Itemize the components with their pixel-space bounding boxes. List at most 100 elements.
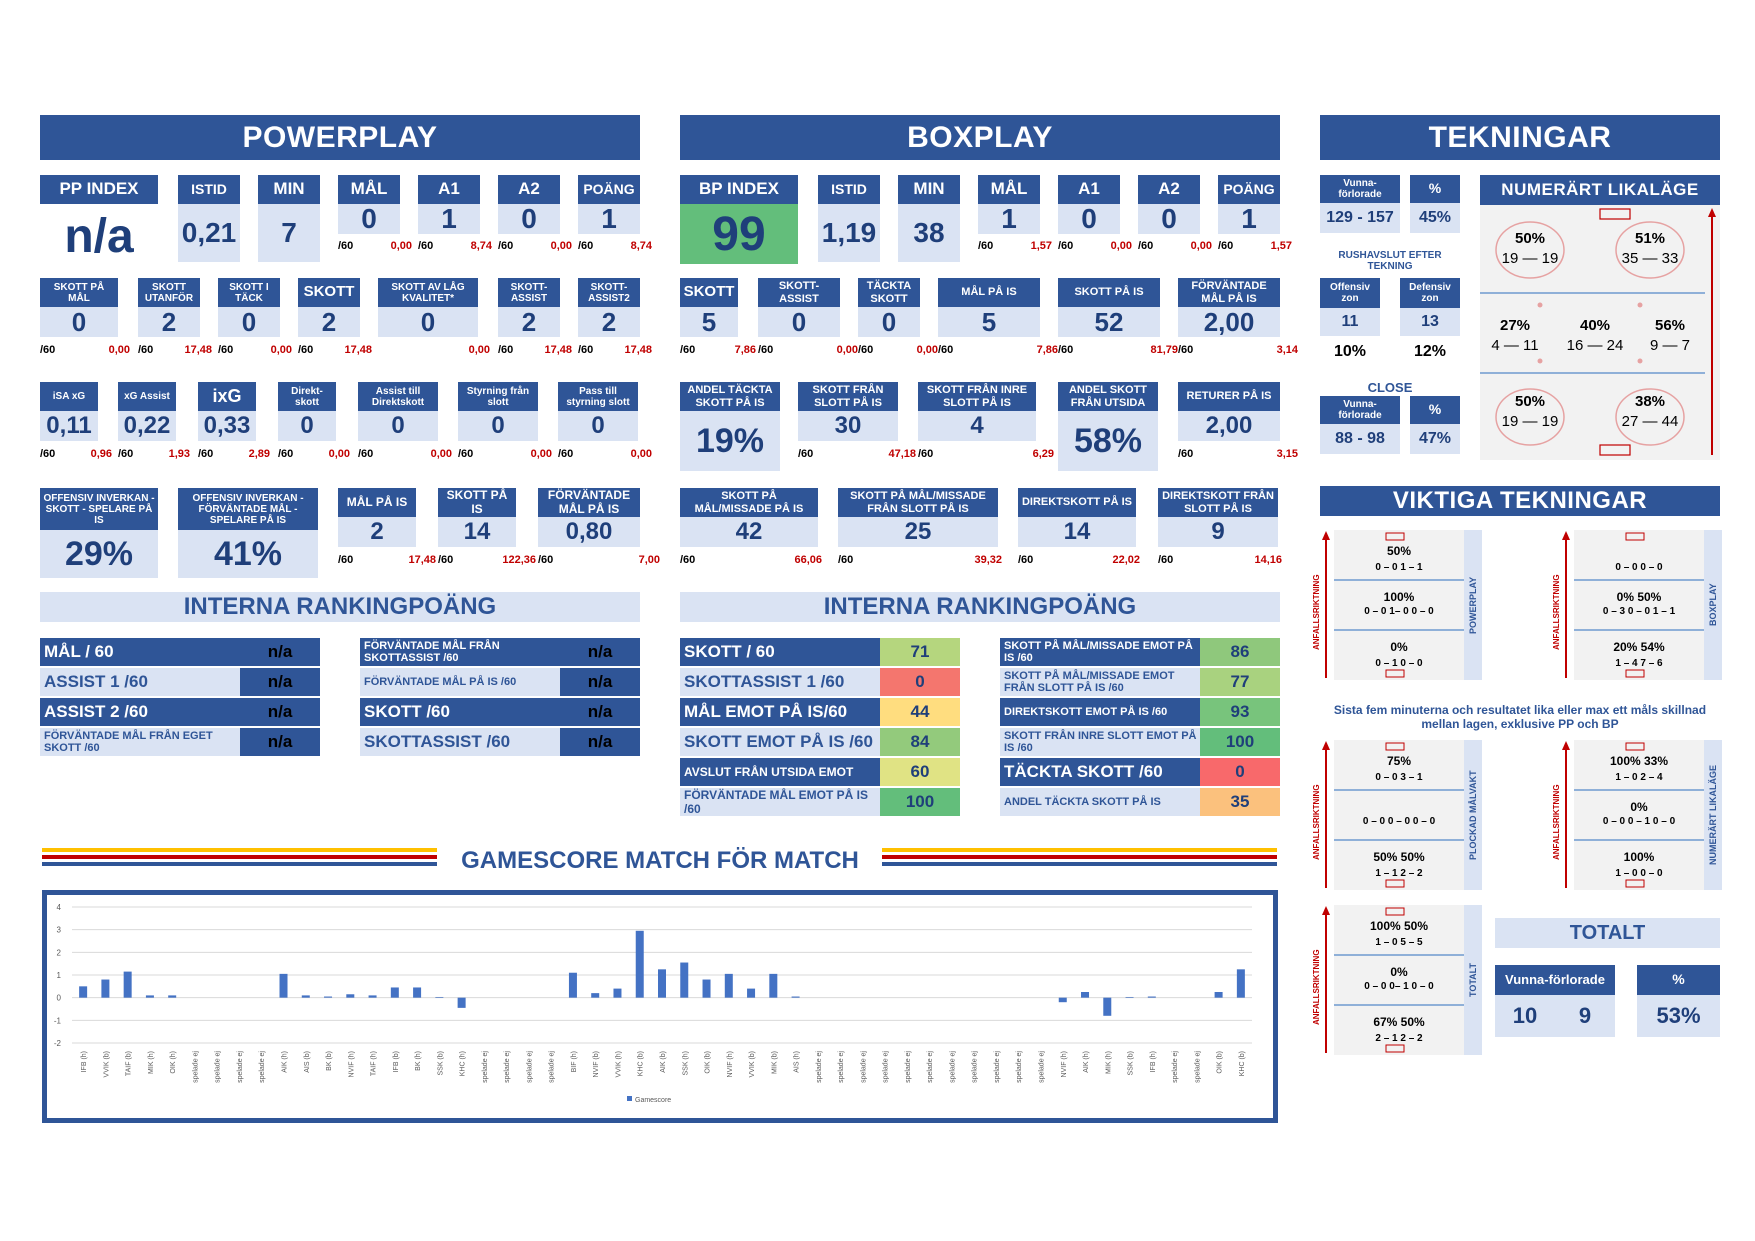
x-tick-label: NVIF (h) — [348, 1051, 355, 1077]
pp-row2-1-per: /60 — [138, 344, 154, 356]
important-rink-0-line-0: 50% — [1386, 544, 1412, 558]
bp-rank-left-value-4: 60 — [880, 758, 960, 786]
stripes-right — [882, 848, 1277, 870]
pp-row2-5-rate-row: /60 17,48 — [498, 342, 572, 358]
pp-top-label-4: A2 — [498, 175, 560, 204]
bp-row2-1-rate-row: /60 0,00 — [758, 342, 858, 358]
pp-row2-1-rate: 17,48 — [184, 344, 212, 356]
bp-top-value-2: 1 — [978, 203, 1040, 234]
pp-row3-6-rate-row: /60 0,00 — [558, 446, 652, 462]
bp-row2-0-rate: 7,86 — [734, 344, 756, 356]
x-tick-label: NVIF (h) — [1061, 1051, 1068, 1077]
bp-rank-right-value-0: 86 — [1200, 638, 1280, 666]
gamescore-bar — [79, 986, 88, 998]
gamescore-bar — [390, 987, 399, 998]
bp-row2-label-0: SKOTT — [680, 278, 738, 307]
important-rink-2-line-4: 50% 50% — [1373, 850, 1425, 864]
important-rink-1-line-5: 1 – 4 7 – 6 — [1615, 658, 1663, 669]
arrow-up-icon — [1562, 741, 1570, 888]
faceoff-wl-label: Vunna-förlorade — [1320, 175, 1400, 203]
bp-row2-5-rate: 3,14 — [1276, 344, 1298, 356]
even-pct-6: 50% — [1514, 393, 1546, 410]
bp-index-label: BP INDEX — [680, 175, 798, 204]
x-tick-label: VVIK (b) — [103, 1051, 110, 1077]
gamescore-bar — [101, 979, 110, 998]
bp-row3-value-2: 4 — [918, 411, 1036, 441]
bp-row4-value-3: 9 — [1158, 517, 1278, 547]
gamescore-chart: 4 3 2 1 0 -1 -2 IFB (h) VVIK (b) TAIF (b) MIK (h) O… — [54, 903, 1252, 1104]
pp-offensive-shots-label: OFFENSIV INVERKAN - SKOTT - SPELARE PÅ I… — [40, 488, 158, 530]
gamescore-bar — [658, 969, 666, 998]
bp-row4-0-per: /60 — [680, 554, 696, 566]
pp-row4-2-rate-row: /60 7,00 — [538, 552, 660, 568]
important-rink-0-side: POWERPLAY — [1464, 530, 1482, 680]
important-rink-3: 100% 33% 1 – 0 2 – 4 0% 0 – 0 0 – 1 0 – 0 10… — [1574, 740, 1704, 890]
bp-rank-left-label-1: SKOTTASSIST 1 /60 — [680, 668, 880, 696]
bp-rank-right-label-4: TÄCKTA SKOTT /60 — [1000, 758, 1200, 786]
bp-top-value-3: 0 — [1058, 203, 1120, 234]
important-rink-0-line-4: 0% — [1390, 640, 1408, 654]
bp-rank-right-value-3: 100 — [1200, 728, 1280, 756]
bp-rank-right-value-1: 77 — [1200, 668, 1280, 696]
important-rink-0-line-5: 0 – 1 0 – 0 — [1375, 658, 1423, 669]
pp-row2-1-rate-row: /60 17,48 — [138, 342, 212, 358]
attack-direction-arrow-2 — [1320, 740, 1332, 890]
y-tick-label: 4 — [57, 903, 62, 912]
pp-row2-3-rate: 17,48 — [344, 344, 372, 356]
totalt-wins: 10 — [1495, 995, 1555, 1037]
offensive-zone-label: Offensiv zon — [1320, 278, 1380, 308]
pp-row3-value-2: 0,33 — [198, 411, 256, 441]
important-rink-4-line-2: 0% — [1390, 965, 1408, 979]
important-rink-4: 100% 50% 1 – 0 5 – 5 0% 0 – 0 0– 1 0 – 0 67%… — [1334, 905, 1464, 1055]
pp-row4-2-per: /60 — [538, 554, 554, 566]
pp-row2-4-rate: 0,00 — [468, 344, 490, 356]
pp-offensive-xg-label: OFFENSIV INVERKAN - FÖRVÄNTADE MÅL - SPE… — [178, 488, 318, 530]
gamescore-bar — [301, 995, 310, 998]
pp-row4-label-2: FÖRVÄNTADE MÅL PÅ IS — [538, 488, 640, 517]
bp-top-2-per: /60 — [978, 240, 994, 252]
pp-rank-left-label-1: ASSIST 1 /60 — [40, 668, 240, 696]
pp-top-3-rate: 8,74 — [470, 240, 492, 252]
x-tick-label: spelade ej — [972, 1051, 979, 1083]
bp-row3-label-4: RETURER PÅ IS — [1178, 382, 1280, 411]
faceoff-wl-value: 129 - 157 — [1320, 203, 1400, 233]
pp-top-value-5: 1 — [578, 203, 640, 234]
x-tick-label: spelade ej — [816, 1051, 823, 1083]
rink-lines — [1480, 208, 1716, 456]
bp-top-5-per: /60 — [1218, 240, 1234, 252]
gamescore-bar — [769, 973, 778, 998]
pp-row3-label-4: Assist till Direktskott — [358, 382, 438, 411]
bp-rank-left-value-2: 44 — [880, 698, 960, 726]
pp-row3-label-1: xG Assist — [118, 382, 176, 411]
bp-top-label-4: A2 — [1138, 175, 1200, 204]
bp-rank-left-label-5: FÖRVÄNTADE MÅL EMOT PÅ IS /60 — [680, 788, 880, 816]
pp-top-3-per: /60 — [418, 240, 434, 252]
pp-rank-right-value-1: n/a — [560, 668, 640, 696]
pp-row2-value-3: 2 — [298, 307, 360, 337]
pp-row3-6-per: /60 — [558, 448, 574, 460]
bp-rank-left-value-0: 71 — [880, 638, 960, 666]
bp-row2-label-5: FÖRVÄNTADE MÅL PÅ IS — [1178, 278, 1280, 307]
rink-lines — [1334, 742, 1464, 888]
pp-row2-2-rate-row: /60 0,00 — [218, 342, 292, 358]
even-wl-7: 27 — 44 — [1621, 413, 1679, 430]
x-tick-label: NVIF (h) — [727, 1051, 734, 1077]
bp-row2-4-per: /60 — [1058, 344, 1074, 356]
pp-row2-label-0: SKOTT PÅ MÅL — [40, 278, 118, 307]
pp-top-value-2: 0 — [338, 203, 400, 234]
important-rink-0-line-3: 0 – 0 1– 0 0 – 0 — [1364, 606, 1434, 617]
pp-row2-value-1: 2 — [138, 307, 200, 337]
pp-row3-3-per: /60 — [278, 448, 294, 460]
powerplay-header: POWERPLAY — [40, 115, 640, 160]
even-pct-3: 27% — [1499, 317, 1531, 334]
important-rink-1-line-1: 0 – 0 0 – 0 — [1615, 562, 1663, 573]
close-wl-label: Vunna-förlorade — [1320, 396, 1400, 424]
attack-direction-arrow-0 — [1320, 530, 1332, 680]
pp-offensive-xg-value: 41% — [178, 530, 318, 578]
bp-row3-1-rate: 47,18 — [888, 448, 916, 460]
legend-swatch — [627, 1096, 632, 1101]
bp-rank-right-label-2: DIREKTSKOTT EMOT PÅ IS /60 — [1000, 698, 1200, 726]
bp-rank-left-label-2: MÅL EMOT PÅ IS/60 — [680, 698, 880, 726]
gamescore-bar — [123, 971, 132, 998]
bp-top-4-rate-row: /60 0,00 — [1138, 238, 1212, 254]
